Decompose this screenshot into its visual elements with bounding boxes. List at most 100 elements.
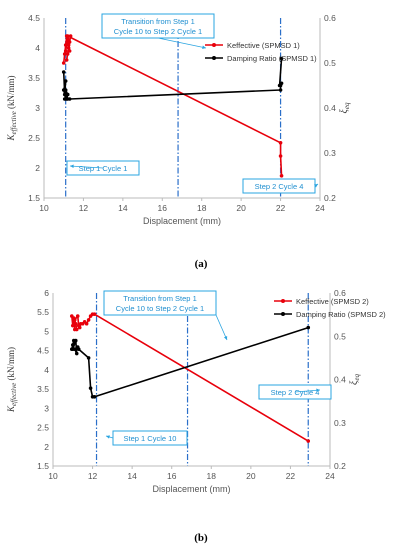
- chart2-legend-label: Keffective (SPMSD 2): [296, 297, 369, 306]
- panel-label-a: (a): [0, 258, 402, 270]
- chart2-series-1-point: [306, 439, 310, 443]
- chart2-y-tick-label: 3: [44, 403, 49, 413]
- chart1-series-2-point: [62, 70, 66, 74]
- chart1-series-2-point: [64, 88, 68, 92]
- chart2-annotation-arrow: [216, 315, 227, 340]
- chart2-series-1-point: [78, 326, 82, 330]
- chart1-x-tick-label: 14: [118, 203, 128, 213]
- chart1-annotation-arrow: [158, 38, 206, 48]
- chart2-series-1-point: [74, 322, 78, 326]
- chart2-annotation-text: Cycle 10 to Step 2 Cycle 1: [116, 304, 204, 313]
- chart1-series-2-point: [278, 84, 282, 88]
- chart2-y2-tick-label: 0.3: [334, 418, 346, 428]
- chart1-series-1-point: [280, 174, 284, 178]
- chart1-series-2-point: [66, 93, 70, 97]
- chart2-legend-marker: [281, 312, 285, 316]
- chart2-series-1-point: [87, 318, 91, 322]
- chart1-y-tick-label: 4: [35, 43, 40, 53]
- chart2-series-2-point: [74, 339, 78, 343]
- chart1-y-axis-label: Keffective (kN/mm): [6, 75, 18, 141]
- chart1-series-2-point: [64, 79, 68, 83]
- chart2-x-tick-label: 10: [48, 471, 58, 481]
- chart2-x-axis-label: Displacement (mm): [152, 484, 230, 494]
- chart1-y2-tick-label: 0.5: [324, 58, 336, 68]
- chart2-series-1-point: [76, 314, 80, 318]
- chart2-y2-tick-label: 0.4: [334, 375, 346, 385]
- chart1-legend-label: Damping Ratio (SPMSD 1): [227, 54, 317, 63]
- chart2-x-tick-label: 24: [325, 471, 335, 481]
- chart2-y-tick-label: 4.5: [37, 346, 49, 356]
- chart2-series-2-point: [75, 352, 79, 356]
- chart2-series-1-point: [93, 312, 97, 316]
- chart2-y2-tick-label: 0.5: [334, 331, 346, 341]
- chart1-y2-tick-label: 0.6: [324, 13, 336, 23]
- chart2-x-tick-label: 12: [88, 471, 98, 481]
- chart1-y2-tick-label: 0.2: [324, 193, 336, 203]
- chart1-x-tick-label: 18: [197, 203, 207, 213]
- chart1-annotation-text: Step 2 Cycle 4: [255, 182, 304, 191]
- chart2-series-1-point: [75, 328, 79, 332]
- chart2-annotation-text: Step 1 Cycle 10: [124, 434, 177, 443]
- chart2-y-tick-label: 3.5: [37, 384, 49, 394]
- chart1-series-1-point: [67, 43, 71, 47]
- chart2-y2-axis-label: ξeq: [349, 374, 361, 385]
- chart1-x-tick-label: 16: [158, 203, 168, 213]
- chart2-y-tick-label: 2: [44, 442, 49, 452]
- chart2-x-tick-label: 14: [127, 471, 137, 481]
- chart2-series-2-point: [306, 326, 310, 330]
- chart1-annotation-arrowhead: [202, 46, 206, 49]
- chart1-legend-marker: [212, 56, 216, 60]
- chart2-y-tick-label: 2.5: [37, 423, 49, 433]
- chart1-x-tick-label: 20: [236, 203, 246, 213]
- chart1-series-1-point: [68, 49, 72, 53]
- chart2-x-tick-label: 16: [167, 471, 177, 481]
- chart1-y-tick-label: 1.5: [28, 193, 40, 203]
- chart1-legend-label: Keffective (SPMSD 1): [227, 41, 300, 50]
- chart1-legend-marker: [212, 43, 216, 47]
- chart2-x-tick-label: 20: [246, 471, 256, 481]
- chart1-x-axis-label: Displacement (mm): [143, 216, 221, 226]
- chart1-series-1-point: [66, 34, 70, 38]
- chart1-x-tick-label: 22: [276, 203, 286, 213]
- chart1-y-tick-label: 2: [35, 163, 40, 173]
- chart2-series-2-point: [89, 386, 93, 390]
- chart1-y2-axis-label: ξeq: [339, 102, 351, 113]
- chart2-series-2-point: [93, 395, 97, 399]
- chart2-series-1-point: [71, 324, 75, 328]
- chart2-y-axis-label: Keffective (kN/mm): [6, 347, 18, 413]
- chart2-legend-label: Damping Ratio (SPMSD 2): [296, 310, 386, 319]
- chart2-series-2-point: [77, 347, 81, 351]
- chart2-y-tick-label: 5.5: [37, 307, 49, 317]
- chart2-annotation-text: Transition from Step 1: [123, 294, 197, 303]
- chart1-x-tick-label: 10: [39, 203, 49, 213]
- panel-label-b: (b): [0, 532, 402, 544]
- chart2-series-1-line: [72, 314, 308, 441]
- chart1-series-1-point: [66, 52, 70, 56]
- chart1-series-2-line: [64, 59, 282, 100]
- chart2-series-2-point: [87, 356, 91, 360]
- chart1-y-tick-label: 3.5: [28, 73, 40, 83]
- chart2-y-tick-label: 1.5: [37, 461, 49, 471]
- chart1-y-tick-label: 3: [35, 103, 40, 113]
- chart2-series-1-point: [73, 318, 77, 322]
- chart1-series-1-point: [279, 141, 283, 145]
- chart1-annotation-text: Step 1 Cycle 1: [79, 164, 128, 173]
- chart2-series-1-point: [85, 322, 89, 326]
- chart1-y2-tick-label: 0.3: [324, 148, 336, 158]
- chart1-x-tick-label: 24: [315, 203, 325, 213]
- chart2-x-tick-label: 22: [286, 471, 296, 481]
- chart1-y2-tick-label: 0.4: [324, 103, 336, 113]
- chart1-annotation-text: Cycle 10 to Step 2 Cycle 1: [114, 27, 202, 36]
- chart1-series-1-point: [64, 49, 68, 53]
- chart1-x-tick-label: 12: [79, 203, 89, 213]
- chart2-legend-marker: [281, 299, 285, 303]
- chart2-y-tick-label: 5: [44, 326, 49, 336]
- chart1-y-tick-label: 4.5: [28, 13, 40, 23]
- chart2-y-tick-label: 4: [44, 365, 49, 375]
- chart1-series-1-point: [62, 61, 66, 65]
- chart1-y-tick-label: 2.5: [28, 133, 40, 143]
- chart2-annotation-text: Step 2 Cycle 4: [271, 388, 320, 397]
- chart2-series-2-point: [73, 347, 77, 351]
- chart1-series-2-point: [68, 97, 72, 101]
